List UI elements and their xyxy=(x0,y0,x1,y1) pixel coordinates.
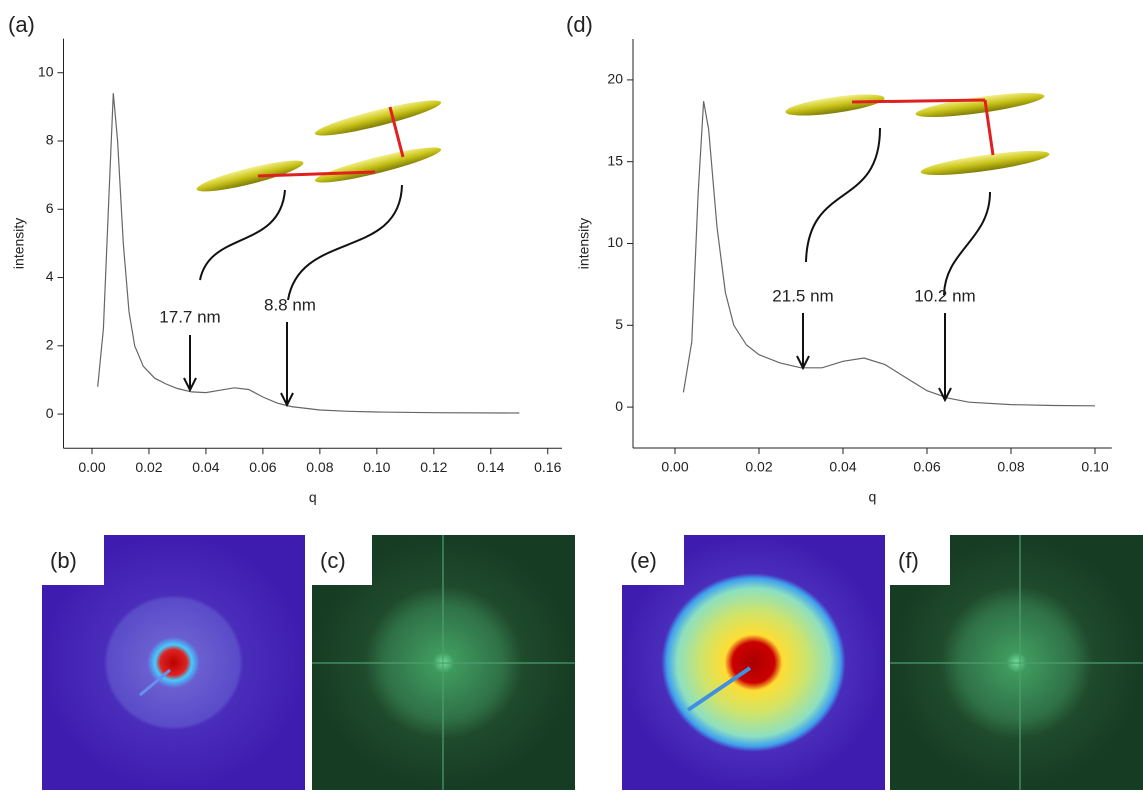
x-tick-label: 0.06 xyxy=(249,459,276,475)
x-tick-label: 0.10 xyxy=(1081,459,1108,475)
y-tick-label: 8 xyxy=(46,132,54,148)
arrow xyxy=(944,192,990,295)
x-tick-label: 0.12 xyxy=(420,459,447,475)
y-tick-label: 10 xyxy=(607,234,623,250)
y-tick-label: 5 xyxy=(615,316,623,332)
y-axis-label: intensity xyxy=(576,218,592,269)
x-tick-label: 0.04 xyxy=(192,459,219,475)
figure: (b) (c) (e) (f) (a) 0.00 0.02 0.04 0.06 0.08 0.10 0… xyxy=(0,0,1143,790)
x-tick-label: 0.00 xyxy=(78,459,105,475)
cartoons xyxy=(195,88,1051,300)
arrow xyxy=(806,128,880,262)
panel-label: (b) xyxy=(50,548,77,573)
x-tick-label: 0.08 xyxy=(306,459,333,475)
arrow xyxy=(200,190,285,280)
x-tick-label: 0.14 xyxy=(477,459,504,475)
x-tick-label: 0.00 xyxy=(661,459,688,475)
x-tick-label: 0.02 xyxy=(135,459,162,475)
panel-label: (e) xyxy=(630,548,657,573)
rod xyxy=(313,95,443,142)
x-axis-label: q xyxy=(869,489,877,505)
panel-label: (d) xyxy=(566,12,593,37)
annotation: 21.5 nm xyxy=(772,286,833,305)
y-tick-label: 0 xyxy=(615,398,623,414)
y-tick-label: 15 xyxy=(607,152,623,168)
arrow xyxy=(288,185,402,300)
annotation: 10.2 nm xyxy=(914,286,975,305)
rod xyxy=(784,90,885,120)
data-line xyxy=(683,101,1095,406)
x-axis-label: q xyxy=(309,489,317,505)
images xyxy=(42,535,1143,790)
annotation: 17.7 nm xyxy=(159,307,220,326)
data-line xyxy=(98,93,520,413)
y-tick-label: 0 xyxy=(46,405,54,421)
y-axis-label: intensity xyxy=(11,218,27,269)
rod xyxy=(915,88,1046,122)
panel-label: (f) xyxy=(898,548,919,573)
y-tick-label: 10 xyxy=(38,63,54,79)
y-tick-label: 6 xyxy=(46,200,54,216)
panel-label: (a) xyxy=(8,12,35,37)
panel-label: (c) xyxy=(320,548,346,573)
y-tick-label: 2 xyxy=(46,337,54,353)
x-tick-label: 0.16 xyxy=(534,459,561,475)
x-tick-label: 0.06 xyxy=(913,459,940,475)
rod xyxy=(920,146,1051,180)
x-tick-label: 0.10 xyxy=(363,459,390,475)
x-tick-label: 0.04 xyxy=(829,459,856,475)
x-tick-label: 0.08 xyxy=(997,459,1024,475)
curved-arrows xyxy=(200,128,990,300)
y-tick-label: 20 xyxy=(607,71,623,87)
annotation: 8.8 nm xyxy=(264,295,316,314)
x-tick-label: 0.02 xyxy=(745,459,772,475)
y-tick-label: 4 xyxy=(46,268,54,284)
rod xyxy=(313,142,443,189)
